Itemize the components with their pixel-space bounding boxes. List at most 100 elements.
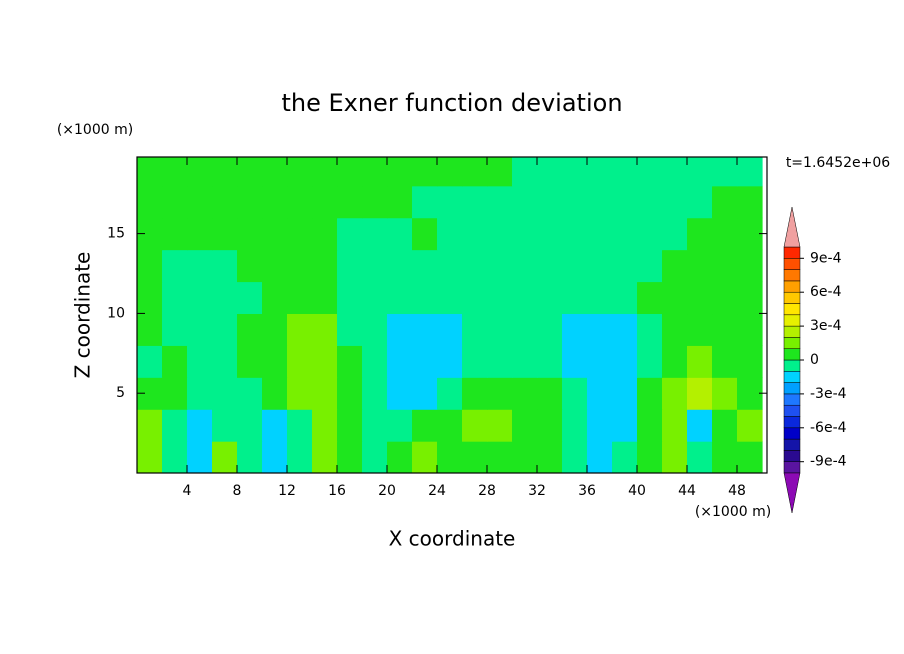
- x-tick-label: 24: [428, 483, 446, 499]
- contour-cell: [487, 217, 513, 251]
- contour-cell: [587, 313, 613, 346]
- contour-cell: [162, 185, 188, 219]
- contour-cell: [712, 185, 738, 219]
- contour-cell: [712, 345, 738, 378]
- contour-cell: [287, 409, 313, 442]
- contour-cell: [662, 441, 688, 473]
- colorbar-box: [783, 325, 801, 338]
- contour-cell: [137, 157, 163, 187]
- contour-cell: [362, 249, 388, 283]
- contour-cell: [262, 377, 288, 410]
- contour-cell: [362, 377, 388, 410]
- contour-cell: [562, 313, 588, 346]
- contour-cell: [212, 185, 238, 219]
- colorbar-box: [783, 303, 801, 316]
- contour-cell: [537, 185, 563, 219]
- contour-cell: [637, 409, 663, 442]
- contour-cell: [312, 217, 338, 251]
- contour-cell: [637, 441, 663, 473]
- contour-cell: [162, 217, 188, 251]
- contour-cell: [687, 377, 713, 410]
- contour-cell: [287, 217, 313, 251]
- contour-cell: [587, 249, 613, 283]
- colorbar-box: [783, 382, 801, 395]
- contour-cell: [437, 217, 463, 251]
- contour-cell: [487, 377, 513, 410]
- contour-cell: [487, 249, 513, 283]
- colorbar-box: [783, 246, 801, 259]
- contour-cell: [137, 185, 163, 219]
- contour-cell: [512, 281, 538, 315]
- contour-cell: [587, 409, 613, 442]
- contour-cell: [537, 281, 563, 315]
- contour-cell: [437, 281, 463, 315]
- contour-cell: [187, 377, 213, 410]
- contour-cell: [212, 409, 238, 442]
- contour-cell: [687, 345, 713, 378]
- contour-cell: [612, 409, 638, 442]
- contour-cell: [437, 249, 463, 283]
- contour-cell: [737, 377, 763, 410]
- contour-cell: [712, 217, 738, 251]
- contour-cell: [662, 217, 688, 251]
- colorbar-extend-low: [783, 472, 801, 514]
- contour-cell: [512, 409, 538, 442]
- contour-cell: [537, 409, 563, 442]
- contour-cell: [562, 281, 588, 315]
- contour-cell: [287, 185, 313, 219]
- colorbar-box: [783, 280, 801, 293]
- contour-cell: [687, 249, 713, 283]
- contour-cell: [562, 185, 588, 219]
- contour-cell: [537, 441, 563, 473]
- contour-cell: [237, 409, 263, 442]
- contour-cell: [237, 313, 263, 346]
- contour-cell: [462, 313, 488, 346]
- contour-cell: [287, 441, 313, 473]
- contour-cell: [712, 281, 738, 315]
- colorbar-box: [783, 438, 801, 451]
- colorbar-box: [783, 450, 801, 462]
- contour-cell: [612, 377, 638, 410]
- contour-cell: [712, 157, 738, 187]
- contour-cell: [662, 185, 688, 219]
- contour-cell: [287, 281, 313, 315]
- contour-cell: [512, 345, 538, 378]
- contour-cell: [262, 281, 288, 315]
- contour-cell: [312, 157, 338, 187]
- colorbar-box: [783, 337, 801, 349]
- contour-cell: [512, 313, 538, 346]
- contour-cell: [137, 345, 163, 378]
- contour-cell: [212, 249, 238, 283]
- contour-cell: [237, 281, 263, 315]
- contour-cell: [387, 249, 413, 283]
- contour-cell: [537, 157, 563, 187]
- contour-cell: [437, 313, 463, 346]
- contour-cell: [237, 217, 263, 251]
- contour-cell: [712, 441, 738, 473]
- contour-cell: [662, 157, 688, 187]
- contour-cell: [437, 377, 463, 410]
- contour-cell: [337, 409, 363, 442]
- contour-cell: [737, 217, 763, 251]
- x-tick-label: 8: [233, 483, 242, 499]
- colorbar-box: [783, 404, 801, 417]
- y-tick-label: 10: [107, 305, 125, 321]
- contour-cell: [612, 217, 638, 251]
- contour-cell: [237, 441, 263, 473]
- contour-cell: [737, 157, 763, 187]
- contour-cell: [737, 249, 763, 283]
- contour-cell: [412, 409, 438, 442]
- plot-frame: [136, 156, 768, 474]
- contour-cell: [387, 281, 413, 315]
- contour-cell: [637, 217, 663, 251]
- colorbar-tick-label: 3e-4: [810, 318, 842, 334]
- contour-cell: [412, 249, 438, 283]
- contour-cell: [562, 249, 588, 283]
- contour-cell: [612, 249, 638, 283]
- contour-cell: [637, 185, 663, 219]
- contour-cell: [337, 249, 363, 283]
- contour-cell: [237, 249, 263, 283]
- x-unit: (×1000 m): [695, 504, 771, 520]
- contour-cell: [212, 217, 238, 251]
